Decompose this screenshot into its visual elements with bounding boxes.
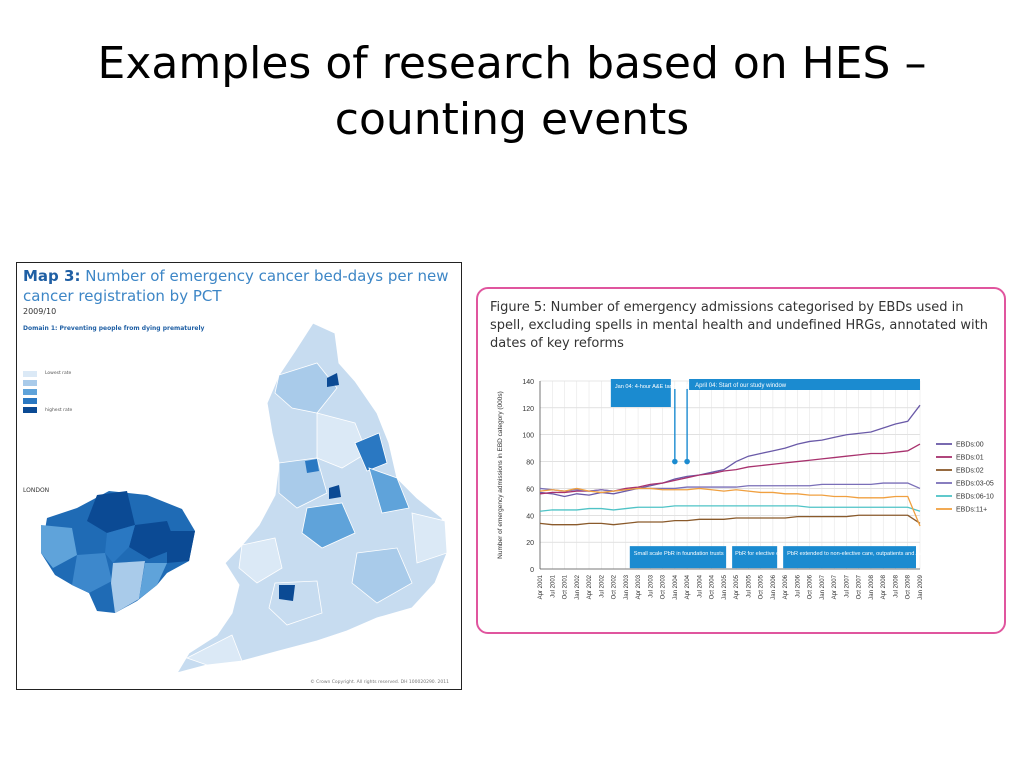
- figure-panel: Figure 5: Number of emergency admissions…: [476, 287, 1006, 634]
- x-tick-label: Jan 2003: [624, 574, 630, 599]
- legend-low-label: Lowest rate: [45, 371, 72, 376]
- slide-title-line2: counting events: [334, 94, 690, 145]
- map-copyright: © Crown Copyright. All rights reserved. …: [310, 680, 449, 685]
- x-tick-label: Oct 2002: [612, 574, 618, 599]
- x-tick-label: Jan 2005: [722, 574, 728, 599]
- y-tick-label: 140: [522, 379, 534, 386]
- x-tick-label: Jul 2002: [599, 574, 605, 597]
- x-tick-label: Apr 2008: [881, 574, 887, 599]
- map-title-rest: Number of emergency cancer bed-days per …: [23, 267, 449, 305]
- legend-label: EBDs:01: [956, 455, 984, 462]
- x-tick-label: Jul 2004: [697, 574, 703, 597]
- x-tick-label: Apr 2002: [587, 574, 593, 599]
- annotation-text-a-and-e: Jan 04: 4-hour A&E target in force: [615, 384, 699, 390]
- legend-label: EBDs:06-10: [956, 494, 994, 501]
- legend-label: EBDs:11+: [956, 507, 987, 514]
- annotation-box-small-scale-pbr: [629, 546, 727, 569]
- england-map: [175, 322, 448, 674]
- legend-high-label: highest rate: [45, 408, 73, 413]
- x-tick-label: Oct 2008: [906, 574, 912, 599]
- x-tick-label: Jan 2009: [918, 574, 924, 599]
- x-tick-label: Apr 2001: [538, 574, 544, 599]
- slide-title: Examples of research based on HES – coun…: [40, 36, 984, 148]
- london-inset-map: [41, 491, 195, 613]
- y-axis-label: Number of emergency admissions in EBD ca…: [497, 391, 504, 559]
- x-tick-label: Apr 2005: [734, 574, 740, 599]
- x-tick-label: Oct 2005: [759, 574, 765, 599]
- x-tick-label: Jan 2006: [771, 574, 777, 599]
- x-tick-label: Jan 2008: [869, 574, 875, 599]
- y-tick-label: 120: [522, 406, 534, 413]
- x-tick-label: Jul 2008: [893, 574, 899, 597]
- y-tick-label: 100: [522, 433, 534, 440]
- emergency-admissions-chart: 0 20 40 60 80 100 120 140 Apr 2001 Jul 2001 Oct 20…: [497, 379, 994, 600]
- x-tick-label: Apr 2007: [832, 574, 838, 599]
- map-domain: Domain 1: Preventing people from dying p…: [23, 325, 205, 332]
- x-tick-label: Apr 2006: [783, 574, 789, 599]
- x-tick-label: Jan 2002: [575, 574, 581, 599]
- annotation-text-study-window: April 04: Start of our study window: [695, 383, 787, 389]
- annotation-text-pbr-extended: PbR extended to non-elective care, outpa…: [787, 551, 927, 557]
- series-line-ebds-11-: [539, 487, 921, 527]
- annotation-box-study-window: [689, 379, 920, 390]
- annotation-box-a-and-e: [610, 379, 671, 407]
- x-tick-label: Oct 2003: [661, 574, 667, 599]
- x-tick-label: Oct 2004: [710, 574, 716, 599]
- x-tick-label: Jan 2007: [820, 574, 826, 599]
- x-tick-label: Jan 2004: [673, 574, 679, 599]
- x-tick-label: Jul 2003: [648, 574, 654, 597]
- y-tick-label: 20: [526, 540, 534, 547]
- legend-label: EBDs:03-05: [956, 481, 994, 488]
- legend-swatch-5: [23, 407, 37, 413]
- legend-swatch-2: [23, 380, 37, 386]
- annotation-box-pbr-elective: [732, 546, 778, 569]
- x-tick-label: Jul 2007: [844, 574, 850, 597]
- map-panel: Map 3: Number of emergency cancer bed-da…: [16, 262, 462, 690]
- legend-swatch-4: [23, 398, 37, 404]
- legend-swatch-1: [23, 371, 37, 377]
- x-tick-label: Apr 2004: [685, 574, 691, 599]
- legend-label: EBDs:00: [956, 442, 984, 449]
- legend-label: EBDs:02: [956, 468, 984, 475]
- slide-title-line1: Examples of research based on HES –: [97, 38, 927, 89]
- y-tick-label: 40: [526, 513, 534, 520]
- x-tick-label: Jul 2005: [746, 574, 752, 597]
- figure-title: Figure 5: Number of emergency admissions…: [490, 300, 988, 351]
- london-label: LONDON: [23, 487, 50, 494]
- map-year: 2009/10: [23, 307, 57, 316]
- x-tick-label: Apr 2003: [636, 574, 642, 599]
- x-tick-label: Jul 2001: [550, 574, 556, 597]
- y-tick-label: 0: [530, 567, 534, 574]
- series-line-ebds-00: [539, 404, 921, 498]
- series-line-ebds-06-10: [539, 505, 921, 512]
- x-tick-label: Jul 2006: [795, 574, 801, 597]
- annotation-box-pbr-extended: [783, 546, 916, 569]
- reform-marker-dot: [672, 458, 678, 465]
- x-tick-label: Oct 2001: [563, 574, 569, 599]
- legend-swatch-3: [23, 389, 37, 395]
- map-graphic: [41, 322, 448, 674]
- y-tick-label: 80: [526, 460, 534, 467]
- annotation-text-pbr-elective: PbR for elective care only: [735, 551, 799, 557]
- annotation-text-small-scale-pbr: Small scale PbR in foundation trusts: [634, 551, 724, 557]
- x-tick-label: Oct 2007: [857, 574, 863, 599]
- x-tick-label: Oct 2006: [808, 574, 814, 599]
- map-title-bold: Map 3:: [23, 267, 81, 285]
- series-line-ebds-01: [539, 443, 921, 495]
- reform-marker-dot: [684, 458, 690, 465]
- y-tick-label: 60: [526, 486, 534, 493]
- map-title: Map 3: Number of emergency cancer bed-da…: [23, 266, 453, 306]
- series-line-ebds-03-05: [539, 482, 921, 492]
- series-line-ebds-02: [539, 514, 921, 526]
